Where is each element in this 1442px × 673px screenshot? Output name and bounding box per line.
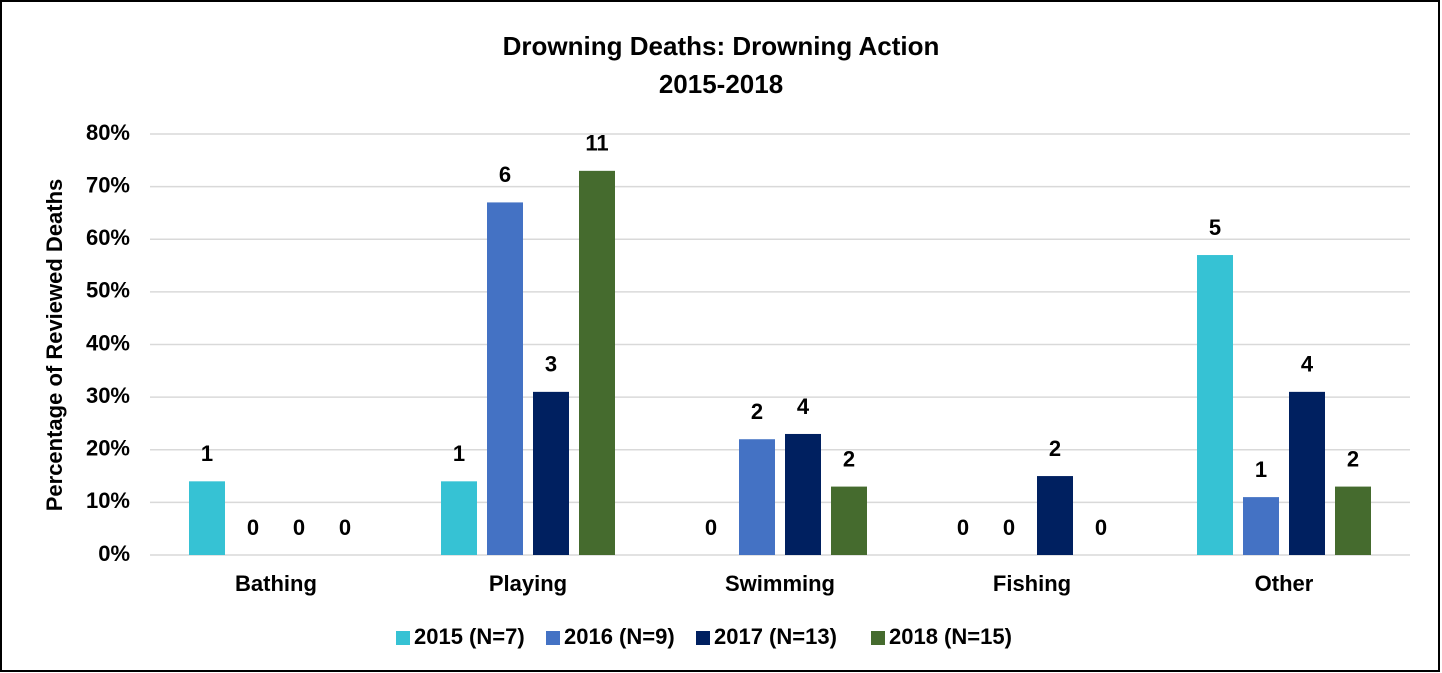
legend-swatch [871,631,885,645]
chart-subtitle: 2015-2018 [659,69,783,99]
y-tick-label: 20% [86,436,130,461]
data-label: 0 [339,515,351,540]
data-label: 6 [499,162,511,187]
data-label: 0 [1095,515,1107,540]
data-label: 2 [1049,436,1061,461]
legend-label: 2018 (N=15) [889,624,1012,649]
data-label: 4 [1301,352,1314,377]
data-label: 1 [201,441,213,466]
bar [831,486,867,555]
x-tick-label: Bathing [235,571,317,596]
data-label: 2 [1347,446,1359,471]
y-tick-label: 30% [86,383,130,408]
y-tick-label: 50% [86,278,130,303]
bar [533,391,569,555]
data-label: 2 [751,399,763,424]
legend-swatch [696,631,710,645]
legend-label: 2016 (N=9) [564,624,675,649]
legend-label: 2015 (N=7) [414,624,525,649]
x-tick-label: Fishing [993,571,1071,596]
x-tick-label: Playing [489,571,567,596]
bar [739,439,775,555]
bar [487,202,523,555]
x-tick-label: Other [1255,571,1314,596]
bar [1243,497,1279,555]
y-tick-label: 40% [86,330,130,355]
data-label: 0 [247,515,259,540]
y-tick-label: 60% [86,225,130,250]
bar [441,481,477,555]
y-tick-label: 70% [86,172,130,197]
legend-swatch [396,631,410,645]
data-label: 0 [957,515,969,540]
bar [785,433,821,555]
y-axis-label: Percentage of Reviewed Deaths [42,179,67,512]
bar [1289,391,1325,555]
chart-title: Drowning Deaths: Drowning Action [503,31,940,61]
bar [1037,476,1073,555]
y-tick-label: 80% [86,120,130,145]
y-tick-label: 0% [98,541,130,566]
data-label: 4 [797,394,810,419]
bar [1335,486,1371,555]
data-label: 0 [293,515,305,540]
data-label: 1 [1255,457,1267,482]
legend-swatch [546,631,560,645]
data-label: 2 [843,446,855,471]
x-tick-label: Swimming [725,571,835,596]
data-label: 11 [585,131,608,156]
bar [189,481,225,555]
data-label: 0 [1003,515,1015,540]
data-label: 1 [453,441,465,466]
bar [1197,255,1233,555]
data-label: 3 [545,352,557,377]
data-label: 5 [1209,215,1221,240]
y-tick-label: 10% [86,488,130,513]
bar [579,170,615,555]
legend-label: 2017 (N=13) [714,624,837,649]
data-label: 0 [705,515,717,540]
